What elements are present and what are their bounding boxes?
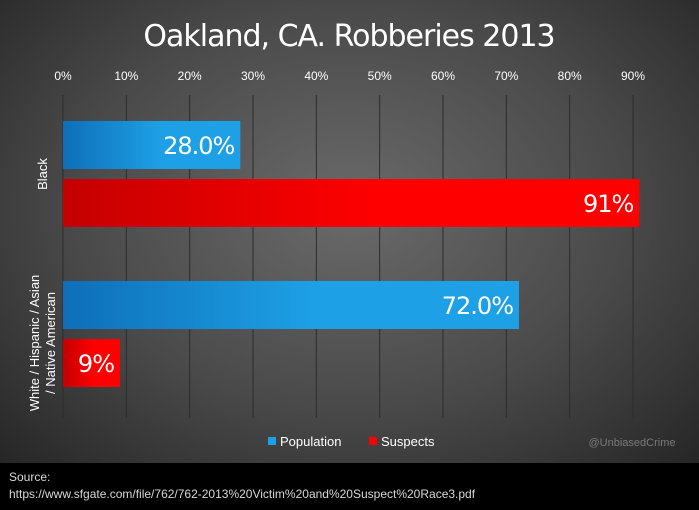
legend-swatch-population xyxy=(268,437,276,445)
x-tick-label: 30% xyxy=(241,69,265,83)
legend-label-population: Population xyxy=(280,434,341,449)
x-tick-label: 20% xyxy=(178,69,202,83)
x-tick-label: 40% xyxy=(304,69,328,83)
x-tick-label: 50% xyxy=(368,69,392,83)
source-url: https://www.sfgate.com/file/762/762-2013… xyxy=(9,487,476,501)
legend-swatch-suspects xyxy=(369,437,377,445)
x-tick-label: 70% xyxy=(494,69,518,83)
chart-title: Oakland, CA. Robberies 2013 xyxy=(143,19,554,54)
bar-suspects xyxy=(63,339,120,387)
x-tick-label: 90% xyxy=(621,69,645,83)
data-label: 91% xyxy=(583,190,634,218)
legend-label-suspects: Suspects xyxy=(381,434,435,449)
chart-area: Oakland, CA. Robberies 2013 0% 10% 20% 30% 4… xyxy=(0,0,699,463)
data-label: 9% xyxy=(78,350,114,378)
category-label: / Native American xyxy=(43,292,58,394)
x-tick-label: 80% xyxy=(558,69,582,83)
bar-population xyxy=(63,121,241,169)
source-box: Source: https://www.sfgate.com/file/762/… xyxy=(0,463,699,510)
bar-population xyxy=(63,281,519,329)
data-label: 28.0% xyxy=(163,132,234,160)
bar-suspects xyxy=(63,179,640,227)
x-tick-label: 10% xyxy=(114,69,138,83)
x-tick-label: 0% xyxy=(54,69,72,83)
data-label: 72.0% xyxy=(442,292,513,320)
watermark: @UnbiasedCrime xyxy=(589,437,676,449)
x-tick-label: 60% xyxy=(431,69,455,83)
bar-chart: Oakland, CA. Robberies 2013 0% 10% 20% 30% 4… xyxy=(27,19,676,449)
category-label: White / Hispanic / Asian xyxy=(27,275,42,412)
source-label: Source: xyxy=(9,470,51,484)
category-label: Black xyxy=(35,158,50,190)
